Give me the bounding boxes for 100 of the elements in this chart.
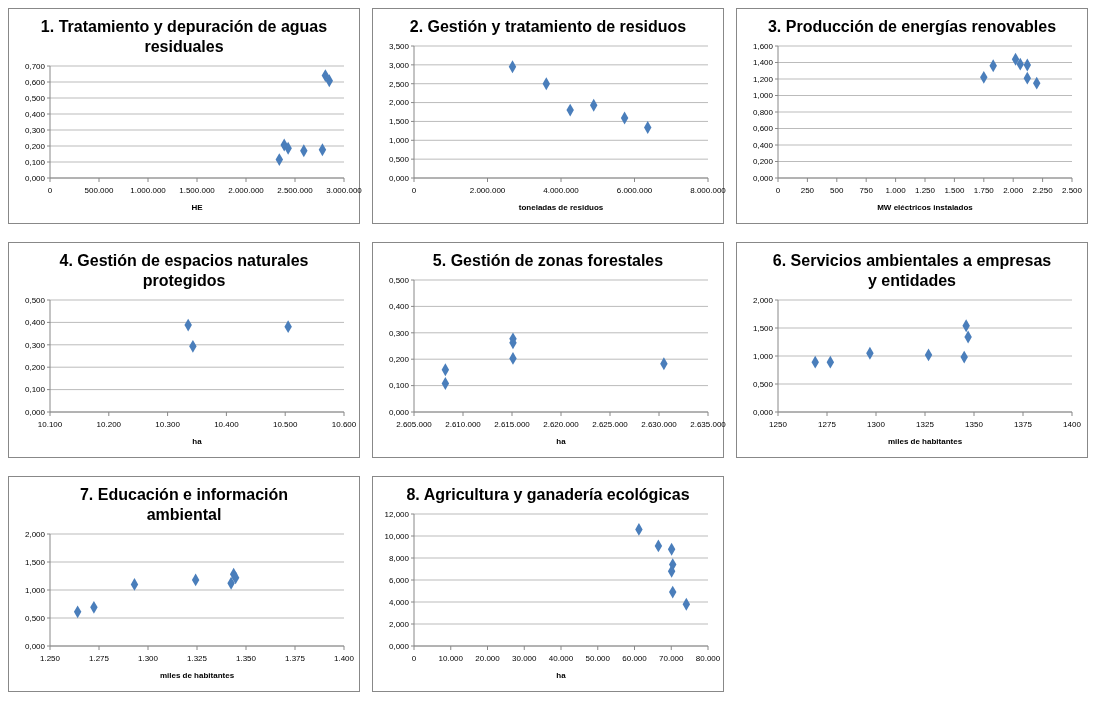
- y-tick-label: 0,600: [24, 77, 46, 87]
- x-axis-title: miles de habitantes: [159, 671, 235, 680]
- y-tick-label: 0,300: [24, 340, 46, 350]
- y-tick-label: 0,000: [24, 173, 46, 183]
- x-tick-label: 1.500.000: [179, 186, 216, 195]
- y-tick-label: 0,000: [24, 641, 46, 651]
- x-tick-label: 8.000.000: [690, 186, 727, 195]
- y-tick-label: 0,600: [752, 124, 774, 134]
- x-tick-label: 500.000: [84, 186, 115, 195]
- x-tick-label: 1.750: [973, 186, 995, 195]
- x-tick-label: 1.500: [944, 186, 965, 195]
- x-tick-label: 0: [47, 186, 53, 195]
- x-axis-title: ha: [192, 437, 203, 446]
- y-tick-label: 8,000: [388, 553, 410, 563]
- y-tick-label: 0,200: [388, 355, 410, 364]
- x-tick-label: 1.000.000: [130, 186, 167, 195]
- chart-title: 7. Educación e información ambiental: [79, 486, 289, 523]
- y-tick-label: 0,000: [752, 173, 774, 183]
- y-tick-label: 1,500: [388, 117, 410, 127]
- y-tick-label: 0,500: [24, 93, 46, 103]
- x-tick-label: 1.300: [137, 654, 159, 663]
- x-tick-label: 2.500: [1061, 186, 1083, 195]
- chart-title: 1. Tratamiento y depuración de aguas residuales: [40, 18, 328, 55]
- y-tick-label: 0,700: [24, 61, 46, 71]
- y-tick-label: 0,300: [388, 328, 410, 338]
- y-tick-label: 1,000: [24, 585, 46, 595]
- y-tick-label: 1,600: [752, 41, 774, 51]
- x-tick-label: 2.630.000: [641, 420, 678, 429]
- x-tick-label: 2.000.000: [228, 186, 265, 195]
- y-tick-label: 1,400: [752, 58, 774, 68]
- x-tick-label: 2.610.000: [445, 420, 482, 429]
- x-tick-label: 0: [775, 186, 781, 195]
- x-tick-label: 0: [411, 654, 417, 663]
- x-tick-label: 1.250: [39, 654, 61, 663]
- x-tick-label: 1.350: [235, 654, 257, 663]
- y-tick-label: 1,000: [752, 91, 774, 101]
- chart-title: 2. Gestión y tratamiento de residuos: [409, 18, 687, 35]
- y-tick-label: 0,500: [388, 154, 410, 164]
- x-tick-label: 1400: [1063, 420, 1082, 429]
- chart-title: 8. Agricultura y ganadería ecológicas: [406, 486, 690, 503]
- y-tick-label: 0,400: [388, 302, 410, 312]
- x-tick-label: 1.250: [914, 186, 936, 195]
- x-tick-label: 10.400: [214, 420, 240, 429]
- x-tick-label: 1275: [818, 420, 837, 429]
- x-tick-label: 10.500: [272, 420, 298, 429]
- y-tick-label: 1,200: [752, 74, 774, 84]
- x-tick-label: 60.000: [622, 654, 648, 663]
- y-tick-label: 0,000: [388, 407, 410, 417]
- y-tick-label: 0,000: [24, 407, 46, 417]
- y-tick-label: 0,400: [752, 140, 774, 150]
- y-tick-label: 0,000: [388, 641, 410, 651]
- x-tick-label: 1250: [769, 420, 788, 429]
- x-axis-title: ha: [556, 437, 567, 446]
- x-tick-label: 2.625.000: [592, 420, 629, 429]
- y-tick-label: 0,500: [752, 379, 774, 389]
- y-tick-label: 0,500: [24, 295, 46, 305]
- x-tick-label: 1375: [1014, 420, 1033, 429]
- x-tick-label: 6.000.000: [616, 186, 653, 195]
- x-tick-label: 10.000: [438, 654, 464, 663]
- y-tick-label: 0,400: [24, 318, 46, 328]
- x-tick-label: 2.605.000: [396, 420, 433, 429]
- chart-title: 3. Producción de energías renovables: [767, 18, 1057, 35]
- x-tick-label: 1350: [965, 420, 984, 429]
- y-tick-label: 1,000: [752, 351, 774, 361]
- x-tick-label: 2.620.000: [543, 420, 580, 429]
- x-tick-label: 1.325: [186, 654, 208, 663]
- y-tick-label: 4,000: [388, 597, 410, 607]
- x-tick-label: 1.375: [284, 654, 306, 663]
- x-axis-title: miles de habitantes: [887, 437, 963, 446]
- chart-title: 4. Gestión de espacios naturales protegidos: [59, 252, 309, 289]
- y-tick-label: 3,500: [388, 41, 410, 51]
- y-tick-label: 0,800: [752, 107, 774, 117]
- y-tick-label: 0,500: [24, 613, 46, 623]
- x-tick-label: 0: [411, 186, 417, 195]
- x-tick-label: 10.100: [37, 420, 63, 429]
- x-tick-label: 2.250: [1032, 186, 1054, 195]
- y-tick-label: 0,100: [24, 157, 46, 167]
- y-tick-label: 0,100: [388, 381, 410, 391]
- y-tick-label: 2,000: [24, 529, 46, 539]
- x-tick-label: 4.000.000: [543, 186, 580, 195]
- chart-title: 6. Servicios ambientales a empresas y entidades: [772, 252, 1052, 289]
- y-tick-label: 2,000: [388, 619, 410, 629]
- x-axis-title: HE: [191, 203, 204, 212]
- y-tick-label: 2,000: [752, 295, 774, 305]
- y-tick-label: 0,200: [24, 141, 46, 151]
- x-tick-label: 2.635.000: [690, 420, 727, 429]
- x-tick-label: 2.000.000: [469, 186, 506, 195]
- y-tick-label: 6,000: [388, 575, 410, 585]
- x-tick-label: 3.000.000: [326, 186, 363, 195]
- x-tick-label: 30.000: [512, 654, 538, 663]
- x-tick-label: 2.000: [1003, 186, 1024, 195]
- y-tick-label: 1,000: [388, 136, 410, 146]
- x-tick-label: 1.275: [88, 654, 110, 663]
- x-tick-label: 70.000: [659, 654, 685, 663]
- x-tick-label: 500: [830, 186, 845, 195]
- x-tick-label: 10.600: [331, 420, 357, 429]
- y-tick-label: 0,200: [752, 157, 774, 167]
- y-tick-label: 3,000: [388, 60, 410, 70]
- y-tick-label: 1,500: [24, 557, 46, 567]
- x-tick-label: 10.200: [96, 420, 122, 429]
